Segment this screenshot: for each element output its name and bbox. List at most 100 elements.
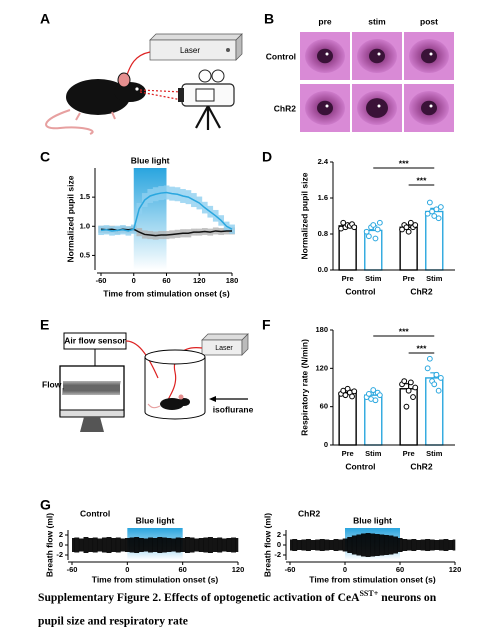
column-label: pre	[318, 16, 332, 26]
data-point	[426, 355, 433, 362]
data-point	[437, 375, 444, 381]
x-tick-label: 60	[178, 565, 186, 574]
camera-lens	[178, 88, 184, 102]
camera-view	[139, 89, 183, 93]
group-label: Control	[345, 286, 375, 296]
significance-label: ***	[416, 175, 427, 185]
flow-trace	[379, 534, 385, 556]
group-label: ChR2	[410, 461, 432, 471]
flow-trace	[78, 538, 84, 552]
x-axis-label: Time from stimulation onset (s)	[309, 574, 436, 584]
mouse-head	[178, 398, 190, 406]
mouse-feet	[75, 111, 116, 121]
flow-trace	[393, 536, 399, 554]
x-tick-label: Pre	[403, 274, 415, 283]
caption-superscript: SST+	[359, 589, 378, 598]
data-point	[399, 226, 405, 233]
flow-trace	[111, 538, 117, 552]
y-tick-label: 0	[277, 540, 281, 549]
caption-line: Supplementary Figure 2. Effects of optog…	[38, 589, 437, 604]
flow-trace	[143, 538, 149, 552]
mouse-tail	[147, 403, 161, 409]
bar	[364, 394, 383, 446]
flow-trace	[420, 539, 426, 551]
tripod	[195, 105, 221, 130]
x-tick-label: Stim	[365, 449, 382, 458]
x-axis-label: Time from stimulation onset (s)	[103, 288, 230, 298]
flow-trace	[342, 538, 348, 552]
mouse-body	[66, 79, 130, 115]
error-band	[229, 224, 235, 234]
y-tick-label: 2.4	[318, 157, 329, 166]
flow-trace	[208, 537, 213, 553]
bar	[338, 225, 357, 271]
data-point	[342, 392, 349, 399]
flow-trace	[184, 537, 190, 553]
flow-trace	[231, 537, 236, 553]
x-tick-label: Pre	[342, 274, 354, 283]
light-shade	[133, 168, 167, 270]
y-axis-label: Normalized pupil size	[299, 172, 309, 259]
mouse-body	[160, 398, 184, 410]
y-axis-label: Breath flow (ml)	[262, 513, 272, 577]
data-point	[401, 378, 408, 385]
eye-images	[300, 32, 454, 132]
x-tick-label: 120	[193, 276, 206, 285]
laser-label: Laser	[215, 345, 233, 352]
eye-pupil	[317, 100, 333, 116]
eye-pupil	[317, 48, 333, 64]
data-point	[372, 397, 379, 404]
data-point	[424, 210, 431, 217]
data-point	[424, 365, 431, 372]
flow-trace	[189, 537, 195, 553]
flow-trace	[292, 539, 298, 551]
mouse-ear	[117, 72, 131, 88]
optic-fiber	[167, 347, 203, 401]
flow-trace	[324, 539, 330, 551]
laser-box-side	[235, 33, 243, 61]
y-tick-label: 0	[324, 440, 328, 449]
flow-trace	[221, 538, 227, 552]
data-point	[351, 388, 358, 395]
flow-trace	[315, 539, 321, 551]
data-point	[340, 219, 347, 226]
flow-trace	[194, 538, 200, 552]
flow-trace	[328, 540, 334, 550]
group-label: Control	[345, 461, 375, 471]
data-point	[372, 235, 379, 242]
flow-trace	[106, 537, 112, 553]
annotation: Blue light	[131, 155, 170, 165]
panel-letter: B	[264, 11, 274, 27]
x-tick-label: 60	[396, 565, 404, 574]
y-axis-label: Respiratory rate (N/min)	[299, 339, 309, 436]
flow-trace	[157, 537, 163, 553]
flow-trace	[97, 538, 103, 552]
data-point	[351, 224, 358, 231]
flow-trace	[166, 538, 172, 552]
y-tick-label: -2	[274, 550, 281, 559]
flow-trace	[374, 534, 380, 556]
column-label: post	[420, 16, 438, 26]
panel-letter: F	[262, 317, 271, 333]
flow-trace	[452, 539, 456, 551]
flow-trace	[338, 539, 344, 551]
significance-label: ***	[399, 326, 410, 336]
y-axis-label: Breath flow (ml)	[44, 513, 54, 577]
flow-trace	[129, 537, 135, 553]
flow-trace	[383, 535, 389, 555]
data-point	[435, 215, 442, 222]
flow-trace	[161, 537, 167, 553]
flow-trace	[306, 539, 311, 551]
flow-trace	[72, 538, 75, 552]
x-tick-label: -60	[96, 276, 107, 285]
eye-pupil	[369, 48, 385, 64]
monitor	[59, 365, 125, 417]
y-tick-label: 120	[315, 363, 328, 372]
column-label: stim	[368, 16, 386, 26]
flow-trace	[171, 538, 177, 552]
data-point	[374, 226, 381, 233]
eye-glint	[377, 104, 381, 108]
x-tick-label: Pre	[403, 449, 415, 458]
flow-trace	[429, 539, 435, 551]
eye-pupil	[421, 100, 437, 116]
